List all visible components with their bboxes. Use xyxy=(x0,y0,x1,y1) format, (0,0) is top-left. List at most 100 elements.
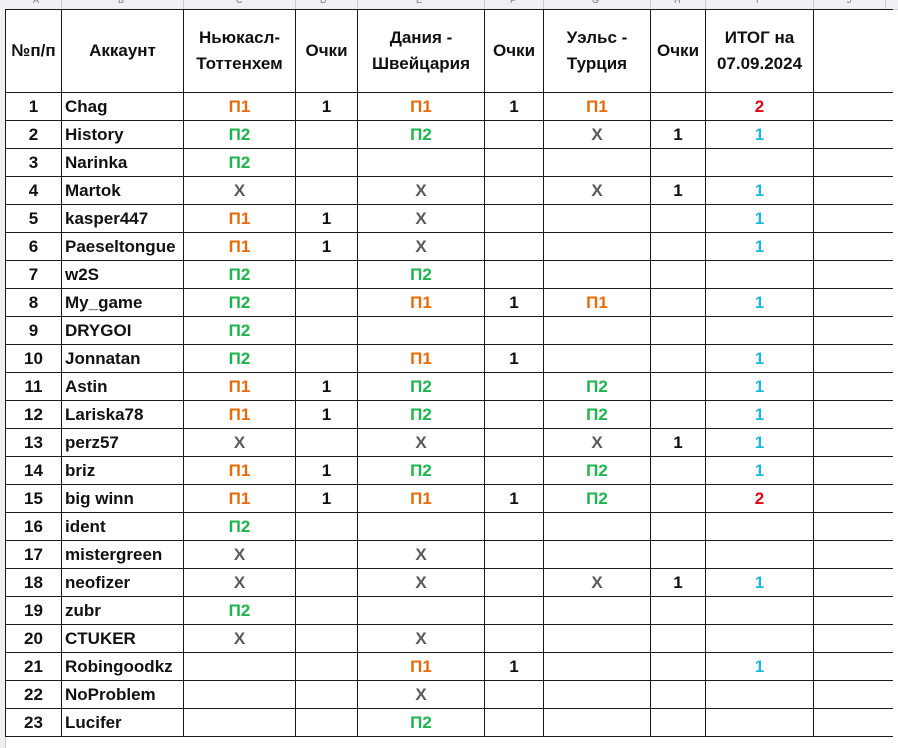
pick-match-2[interactable]: П2 xyxy=(357,456,485,485)
points-match-1[interactable] xyxy=(295,680,358,709)
row-number[interactable]: 22 xyxy=(5,680,62,709)
points-match-3[interactable] xyxy=(650,316,706,345)
row-number[interactable]: 13 xyxy=(5,428,62,457)
empty-cell[interactable] xyxy=(813,484,893,513)
points-match-1[interactable]: 1 xyxy=(295,484,358,513)
points-match-3[interactable] xyxy=(650,204,706,233)
points-match-2[interactable]: 1 xyxy=(484,92,544,121)
pick-match-2[interactable]: П1 xyxy=(357,92,485,121)
account-name[interactable]: Jonnatan xyxy=(61,344,184,373)
pick-match-3[interactable] xyxy=(543,204,651,233)
column-letter[interactable]: B xyxy=(118,0,125,5)
points-match-2[interactable] xyxy=(484,596,544,625)
header-match-2[interactable]: Дания - Швейцария xyxy=(357,9,485,93)
points-match-3[interactable] xyxy=(650,232,706,261)
account-name[interactable]: CTUKER xyxy=(61,624,184,653)
pick-match-3[interactable] xyxy=(543,260,651,289)
points-match-1[interactable]: 1 xyxy=(295,400,358,429)
empty-cell[interactable] xyxy=(813,176,893,205)
points-match-3[interactable] xyxy=(650,288,706,317)
row-number[interactable]: 18 xyxy=(5,568,62,597)
account-name[interactable]: mistergreen xyxy=(61,540,184,569)
points-match-2[interactable] xyxy=(484,512,544,541)
pick-match-3[interactable] xyxy=(543,232,651,261)
pick-match-1[interactable]: П1 xyxy=(183,456,296,485)
empty-cell[interactable] xyxy=(813,288,893,317)
total-points[interactable]: 1 xyxy=(705,372,814,401)
pick-match-1[interactable]: П1 xyxy=(183,232,296,261)
pick-match-1[interactable]: П2 xyxy=(183,148,296,177)
pick-match-2[interactable]: П2 xyxy=(357,708,485,737)
pick-match-1[interactable]: Х xyxy=(183,624,296,653)
column-letter[interactable]: A xyxy=(33,0,40,5)
empty-cell[interactable] xyxy=(813,596,893,625)
pick-match-2[interactable] xyxy=(357,596,485,625)
row-number[interactable]: 2 xyxy=(5,120,62,149)
total-points[interactable] xyxy=(705,512,814,541)
pick-match-1[interactable]: Х xyxy=(183,540,296,569)
total-points[interactable] xyxy=(705,316,814,345)
pick-match-1[interactable]: П2 xyxy=(183,288,296,317)
empty-cell[interactable] xyxy=(813,680,893,709)
pick-match-3[interactable] xyxy=(543,596,651,625)
points-match-2[interactable] xyxy=(484,120,544,149)
pick-match-1[interactable]: П2 xyxy=(183,512,296,541)
points-match-3[interactable] xyxy=(650,624,706,653)
empty-cell[interactable] xyxy=(813,540,893,569)
points-match-2[interactable] xyxy=(484,400,544,429)
pick-match-2[interactable]: П1 xyxy=(357,484,485,513)
empty-cell[interactable] xyxy=(813,708,893,737)
account-name[interactable]: Lucifer xyxy=(61,708,184,737)
points-match-2[interactable] xyxy=(484,176,544,205)
header-match-1[interactable]: Ньюкасл-Тоттенхем xyxy=(183,9,296,93)
points-match-2[interactable]: 1 xyxy=(484,288,544,317)
pick-match-3[interactable] xyxy=(543,680,651,709)
account-name[interactable]: DRYGOI xyxy=(61,316,184,345)
column-letter[interactable]: I xyxy=(756,0,759,5)
empty-cell[interactable] xyxy=(813,512,893,541)
empty-cell[interactable] xyxy=(813,428,893,457)
pick-match-1[interactable]: Х xyxy=(183,176,296,205)
total-points[interactable]: 1 xyxy=(705,232,814,261)
points-match-3[interactable] xyxy=(650,484,706,513)
points-match-2[interactable] xyxy=(484,428,544,457)
total-points[interactable]: 1 xyxy=(705,652,814,681)
points-match-1[interactable] xyxy=(295,652,358,681)
total-points[interactable] xyxy=(705,540,814,569)
points-match-2[interactable] xyxy=(484,260,544,289)
row-number[interactable]: 12 xyxy=(5,400,62,429)
pick-match-2[interactable]: П2 xyxy=(357,260,485,289)
points-match-3[interactable] xyxy=(650,680,706,709)
pick-match-3[interactable] xyxy=(543,316,651,345)
pick-match-1[interactable] xyxy=(183,652,296,681)
empty-cell[interactable] xyxy=(813,568,893,597)
pick-match-2[interactable]: Х xyxy=(357,232,485,261)
points-match-1[interactable] xyxy=(295,148,358,177)
row-number[interactable]: 17 xyxy=(5,540,62,569)
points-match-3[interactable]: 1 xyxy=(650,120,706,149)
points-match-1[interactable]: 1 xyxy=(295,204,358,233)
total-points[interactable] xyxy=(705,260,814,289)
pick-match-1[interactable]: П1 xyxy=(183,484,296,513)
points-match-3[interactable] xyxy=(650,652,706,681)
row-number[interactable]: 5 xyxy=(5,204,62,233)
points-match-2[interactable]: 1 xyxy=(484,484,544,513)
pick-match-3[interactable] xyxy=(543,540,651,569)
pick-match-2[interactable] xyxy=(357,512,485,541)
points-match-2[interactable]: 1 xyxy=(484,652,544,681)
points-match-2[interactable] xyxy=(484,456,544,485)
pick-match-2[interactable]: П1 xyxy=(357,652,485,681)
pick-match-1[interactable]: П2 xyxy=(183,260,296,289)
pick-match-3[interactable]: Х xyxy=(543,120,651,149)
points-match-1[interactable]: 1 xyxy=(295,232,358,261)
total-points[interactable]: 1 xyxy=(705,120,814,149)
empty-cell[interactable] xyxy=(813,9,893,93)
account-name[interactable]: Robingoodkz xyxy=(61,652,184,681)
pick-match-1[interactable]: П1 xyxy=(183,372,296,401)
column-letter[interactable]: C xyxy=(236,0,243,5)
points-match-2[interactable]: 1 xyxy=(484,344,544,373)
points-match-3[interactable] xyxy=(650,344,706,373)
pick-match-3[interactable]: П1 xyxy=(543,92,651,121)
row-number[interactable]: 19 xyxy=(5,596,62,625)
points-match-1[interactable] xyxy=(295,120,358,149)
